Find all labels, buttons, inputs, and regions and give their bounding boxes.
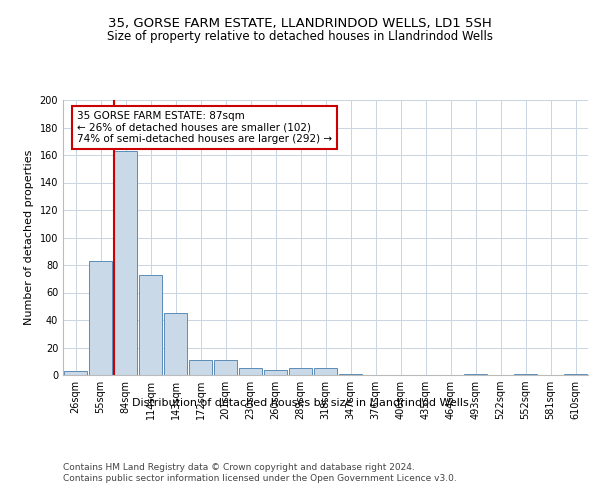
Text: Contains HM Land Registry data © Crown copyright and database right 2024.: Contains HM Land Registry data © Crown c…: [63, 462, 415, 471]
Bar: [564, 374, 587, 375]
Text: Distribution of detached houses by size in Llandrindod Wells: Distribution of detached houses by size …: [131, 398, 469, 407]
Bar: [214, 360, 237, 375]
Text: 35 GORSE FARM ESTATE: 87sqm
← 26% of detached houses are smaller (102)
74% of se: 35 GORSE FARM ESTATE: 87sqm ← 26% of det…: [77, 111, 332, 144]
Bar: [89, 261, 112, 375]
Bar: [264, 370, 287, 375]
Bar: [139, 274, 162, 375]
Y-axis label: Number of detached properties: Number of detached properties: [24, 150, 34, 325]
Text: Size of property relative to detached houses in Llandrindod Wells: Size of property relative to detached ho…: [107, 30, 493, 43]
Bar: [164, 313, 187, 375]
Text: Contains public sector information licensed under the Open Government Licence v3: Contains public sector information licen…: [63, 474, 457, 483]
Bar: [289, 368, 312, 375]
Bar: [239, 368, 262, 375]
Bar: [189, 360, 212, 375]
Bar: [314, 368, 337, 375]
Bar: [114, 151, 137, 375]
Bar: [339, 374, 362, 375]
Bar: [464, 374, 487, 375]
Text: 35, GORSE FARM ESTATE, LLANDRINDOD WELLS, LD1 5SH: 35, GORSE FARM ESTATE, LLANDRINDOD WELLS…: [108, 18, 492, 30]
Bar: [514, 374, 537, 375]
Bar: [64, 371, 87, 375]
